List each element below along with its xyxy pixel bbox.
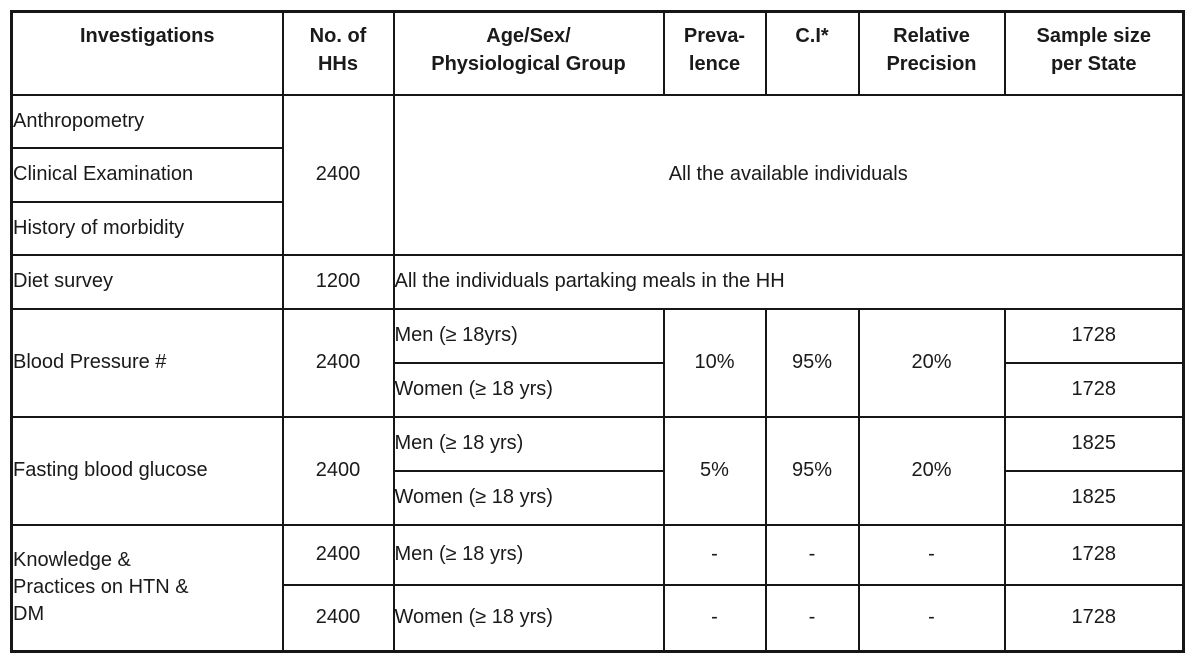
cell-bp-ci: 95%: [764, 307, 860, 418]
row-fasting-glucose-men: Fasting blood glucose 2400 Men (≥ 18 yrs…: [10, 415, 1185, 526]
cell-bp-relative-precision: 20%: [857, 307, 1006, 418]
cell-bp-hhs: 2400: [281, 307, 395, 418]
row-history-of-morbidity: History of morbidity: [10, 200, 1184, 256]
cell-knowledge-women: Women (≥ 18 yrs): [392, 583, 665, 653]
cell-fbg-hhs: 2400: [281, 415, 395, 526]
sampling-plan-table: Investigations No. of HHs Age/Sex/ Physi…: [10, 10, 1185, 653]
col-header-prevalence: Preva- lence: [662, 10, 767, 96]
cell-bp-men: Men (≥ 18yrs): [392, 307, 665, 364]
row-blood-pressure-men: Blood Pressure # 2400 Men (≥ 18yrs) 10% …: [10, 307, 1185, 418]
row-diet-survey: Diet survey 1200 All the individuals par…: [10, 253, 1185, 310]
cell-knowledge-prevalence-women: -: [662, 583, 767, 653]
row-knowledge-women: 2400 Women (≥ 18 yrs) - - - 1728: [12, 583, 1185, 653]
col-header-age-sex-group: Age/Sex/ Physiological Group: [392, 10, 665, 96]
cell-fbg-sample-men: 1825: [1003, 415, 1185, 472]
header-row: Investigations No. of HHs Age/Sex/ Physi…: [10, 10, 1185, 96]
cell-knowledge-hhs-men: 2400: [281, 523, 395, 586]
cell-knowledge-prevalence-men: -: [662, 523, 767, 586]
cell-bp-prevalence: 10%: [662, 307, 767, 418]
row-blood-pressure-women: Women (≥ 18 yrs) 1728: [12, 361, 1185, 418]
cell-knowledge-ci-women: -: [764, 583, 860, 653]
cell-fbg-sample-women: 1825: [1003, 469, 1185, 526]
cell-knowledge-men: Men (≥ 18 yrs): [392, 523, 665, 586]
cell-diet-survey: Diet survey: [10, 253, 284, 310]
cell-knowledge-hhs-women: 2400: [281, 583, 395, 653]
cell-knowledge-rp-women: -: [857, 583, 1006, 653]
cell-clinical-examination: Clinical Examination: [10, 146, 284, 203]
cell-bp-sample-women: 1728: [1003, 361, 1185, 418]
cell-fbg-ci: 95%: [764, 415, 860, 526]
col-header-no-of-hhs: No. of HHs: [281, 10, 395, 96]
cell-anthro-group: All the available individuals: [392, 93, 1185, 256]
col-header-relative-precision: Relative Precision: [857, 10, 1006, 96]
cell-diet-hhs: 1200: [281, 253, 395, 310]
row-clinical-examination: Clinical Examination: [10, 146, 1184, 203]
cell-anthropometry: Anthropometry: [10, 93, 284, 149]
cell-knowledge-rp-men: -: [857, 523, 1006, 586]
cell-fbg-relative-precision: 20%: [857, 415, 1006, 526]
cell-fbg-women: Women (≥ 18 yrs): [392, 469, 665, 526]
col-header-ci: C.I*: [764, 10, 860, 96]
cell-history-of-morbidity: History of morbidity: [10, 200, 284, 256]
cell-knowledge-sample-women: 1728: [1003, 583, 1185, 653]
cell-fbg-prevalence: 5%: [662, 415, 767, 526]
col-header-sample-size: Sample size per State: [1003, 10, 1185, 96]
cell-anthro-hhs: 2400: [281, 93, 395, 256]
row-anthropometry: Anthropometry 2400 All the available ind…: [10, 93, 1185, 256]
row-knowledge-men: Knowledge & Practices on HTN & DM 2400 M…: [10, 523, 1185, 653]
cell-blood-pressure-label: Blood Pressure #: [10, 307, 284, 418]
cell-bp-sample-men: 1728: [1003, 307, 1185, 364]
cell-fbg-men: Men (≥ 18 yrs): [392, 415, 665, 472]
cell-knowledge-label: Knowledge & Practices on HTN & DM: [10, 523, 284, 653]
cell-fasting-glucose-label: Fasting blood glucose: [10, 415, 284, 526]
col-header-investigations: Investigations: [10, 10, 284, 96]
cell-bp-women: Women (≥ 18 yrs): [392, 361, 665, 418]
cell-knowledge-sample-men: 1728: [1003, 523, 1185, 586]
row-fasting-glucose-women: Women (≥ 18 yrs) 1825: [12, 469, 1185, 526]
cell-diet-group: All the individuals partaking meals in t…: [392, 253, 1185, 310]
cell-knowledge-ci-men: -: [764, 523, 860, 586]
